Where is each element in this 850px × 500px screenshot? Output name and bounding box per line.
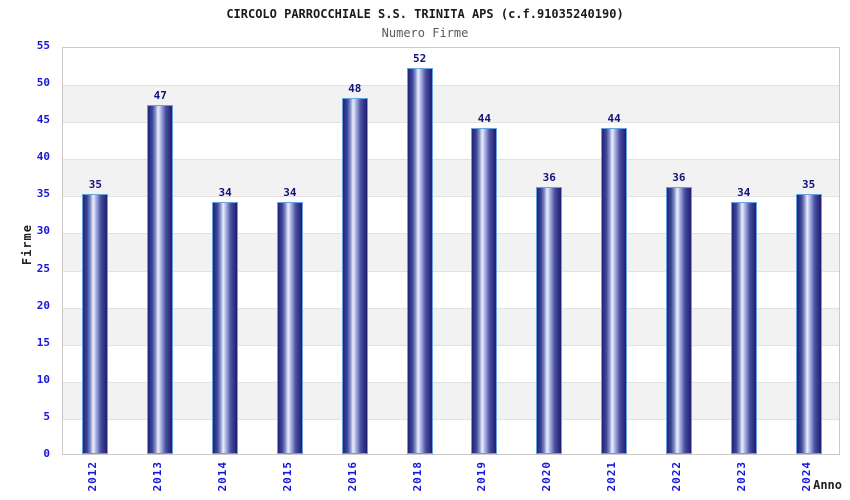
bar-2012 (82, 194, 109, 454)
plot-area: 35 47 34 34 48 52 44 36 44 36 34 35 (62, 47, 840, 455)
x-tick-2023: 2023 (734, 461, 748, 492)
bar-value-label: 35 (88, 178, 103, 192)
gridline (63, 196, 839, 197)
plot-band (63, 381, 839, 419)
bar-2023 (730, 201, 757, 454)
y-tick-40: 40 (36, 150, 50, 164)
gridline (63, 122, 839, 123)
x-tick-2013: 2013 (151, 461, 165, 492)
bar-value-label: 52 (412, 52, 427, 66)
x-axis-label: Anno (813, 478, 842, 492)
plot-band (63, 419, 839, 456)
gridline (63, 308, 839, 309)
bar-2022 (665, 186, 692, 454)
y-tick-45: 45 (36, 113, 50, 127)
bar-value-label: 48 (348, 81, 362, 95)
gridline (63, 159, 839, 160)
bar-2020 (536, 186, 563, 454)
gridline (63, 271, 839, 272)
plot-band (63, 85, 839, 123)
y-tick-20: 20 (36, 298, 50, 312)
bar-value-label: 34 (737, 185, 751, 199)
x-tick-2021: 2021 (605, 461, 619, 492)
y-tick-10: 10 (36, 372, 50, 386)
x-tick-2024: 2024 (799, 461, 813, 492)
gridline (63, 382, 839, 383)
bar-2024 (795, 194, 822, 454)
x-tick-2022: 2022 (669, 461, 683, 492)
plot-band (63, 196, 839, 233)
x-tick-2016: 2016 (345, 461, 359, 492)
bar-2021 (601, 127, 628, 454)
bar-value-label: 36 (672, 170, 686, 184)
plot-band (63, 271, 839, 308)
y-tick-30: 30 (36, 224, 50, 238)
y-tick-55: 55 (36, 39, 50, 52)
plot-band (63, 48, 839, 85)
gridline (63, 345, 839, 346)
y-tick-25: 25 (36, 261, 50, 275)
chart-subtitle: Numero Firme (381, 26, 469, 40)
x-tick-2019: 2019 (475, 461, 489, 492)
y-tick-50: 50 (36, 76, 50, 90)
bar-2014 (212, 201, 239, 454)
bar-value-label: 47 (153, 89, 167, 103)
y-tick-5: 5 (43, 409, 50, 423)
gridline (63, 85, 839, 86)
x-tick-2020: 2020 (540, 461, 554, 492)
plot-band (63, 233, 839, 271)
plot-band (63, 345, 839, 382)
bar-value-label: 34 (283, 185, 297, 199)
x-tick-2012: 2012 (86, 461, 100, 492)
bar-2013 (147, 105, 174, 454)
bar-value-label: 44 (607, 111, 621, 125)
bar-value-label: 34 (218, 185, 232, 199)
plot-band (63, 122, 839, 159)
bar-value-label: 35 (801, 178, 816, 192)
x-tick-2014: 2014 (216, 461, 230, 492)
bar-2016 (341, 97, 368, 454)
gridline (63, 233, 839, 234)
plot-band (63, 159, 839, 197)
bar-2018 (406, 68, 433, 454)
gridline (63, 419, 839, 420)
bar-value-label: 44 (477, 111, 492, 125)
chart-title: CIRCOLO PARROCCHIALE S.S. TRINITA APS (c… (226, 7, 624, 21)
y-axis-label: Firme (20, 224, 34, 266)
plot-band (63, 307, 839, 345)
y-tick-35: 35 (36, 187, 50, 201)
y-tick-15: 15 (36, 335, 50, 349)
bar-2019 (471, 127, 498, 454)
bar-2015 (276, 201, 303, 454)
y-tick-0: 0 (43, 447, 50, 460)
bar-value-label: 36 (542, 170, 556, 184)
x-tick-2015: 2015 (280, 461, 294, 492)
x-tick-2018: 2018 (410, 461, 424, 492)
